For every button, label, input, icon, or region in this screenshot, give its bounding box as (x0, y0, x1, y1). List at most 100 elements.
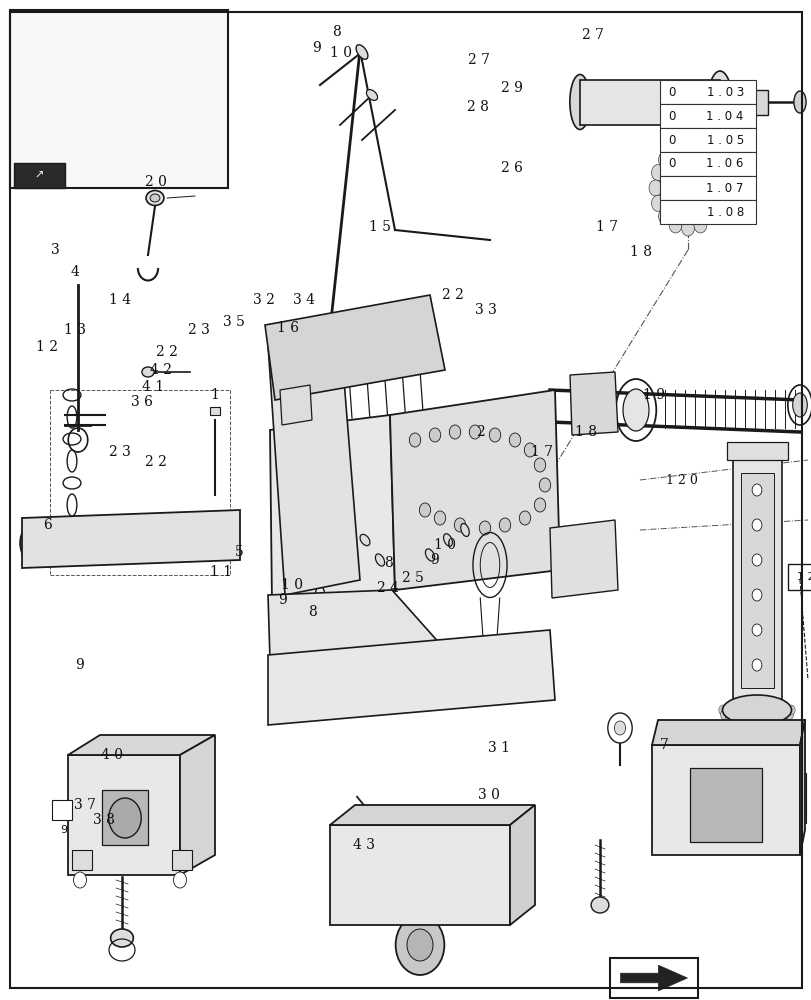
Circle shape (397, 675, 406, 685)
Polygon shape (329, 805, 534, 825)
Ellipse shape (722, 695, 791, 725)
Bar (609, 958, 697, 998)
Text: 5: 5 (235, 545, 243, 559)
Circle shape (370, 675, 378, 685)
Text: 6: 6 (43, 518, 51, 532)
Text: 0: 0 (667, 86, 675, 99)
Polygon shape (689, 768, 761, 842)
Text: 2 0: 2 0 (145, 175, 166, 189)
Polygon shape (280, 385, 311, 425)
Text: 3 0: 3 0 (478, 788, 499, 802)
Circle shape (693, 143, 706, 159)
Circle shape (285, 675, 294, 685)
Circle shape (669, 166, 705, 210)
Bar (659, 104, 755, 128)
Text: 1 9: 1 9 (642, 388, 664, 402)
Circle shape (20, 521, 56, 565)
Circle shape (534, 498, 545, 512)
Polygon shape (68, 735, 215, 755)
Circle shape (724, 714, 732, 724)
Text: 8: 8 (308, 605, 316, 619)
Circle shape (704, 152, 717, 168)
Ellipse shape (590, 897, 608, 913)
Circle shape (658, 152, 671, 168)
Circle shape (406, 929, 432, 961)
Circle shape (751, 659, 761, 671)
Circle shape (489, 428, 500, 442)
Circle shape (478, 521, 490, 535)
Text: 1 0: 1 0 (433, 538, 456, 552)
Circle shape (650, 195, 663, 211)
Circle shape (341, 675, 350, 685)
Circle shape (680, 140, 693, 156)
Text: 2 3: 2 3 (188, 323, 209, 337)
Polygon shape (35, 140, 215, 170)
Text: 2 5: 2 5 (401, 571, 423, 585)
Text: 0: 0 (667, 157, 675, 170)
Text: 1 8: 1 8 (629, 245, 652, 259)
Circle shape (539, 478, 550, 492)
Circle shape (109, 798, 141, 838)
Circle shape (300, 491, 339, 539)
Bar (52, 800, 72, 820)
Circle shape (74, 872, 87, 888)
Circle shape (607, 713, 632, 743)
Bar (740, 473, 773, 688)
Text: 1 0: 1 0 (329, 46, 352, 60)
Text: 7: 7 (659, 738, 667, 752)
Circle shape (405, 857, 434, 893)
Polygon shape (268, 590, 449, 660)
Circle shape (751, 519, 761, 531)
Polygon shape (719, 90, 767, 115)
Circle shape (718, 705, 726, 715)
Circle shape (658, 208, 671, 224)
Text: 9: 9 (430, 553, 438, 567)
Text: 3 5: 3 5 (223, 315, 244, 329)
Polygon shape (389, 390, 560, 590)
Bar (288, 391, 301, 399)
Polygon shape (549, 520, 617, 598)
Bar (726, 442, 787, 460)
Polygon shape (651, 720, 804, 745)
Ellipse shape (359, 534, 370, 546)
Text: 1 6: 1 6 (277, 321, 299, 335)
Polygon shape (329, 825, 509, 925)
Circle shape (648, 180, 661, 196)
Text: 2 7: 2 7 (467, 53, 490, 67)
Circle shape (453, 675, 461, 685)
Text: 1 . 0 6: 1 . 0 6 (706, 157, 743, 170)
Bar (787, 564, 811, 590)
Bar (659, 80, 755, 104)
Ellipse shape (415, 839, 423, 851)
Text: 2 4: 2 4 (376, 581, 399, 595)
Circle shape (30, 533, 46, 553)
Polygon shape (68, 755, 180, 875)
Ellipse shape (110, 929, 133, 947)
Text: 2 2: 2 2 (442, 288, 463, 302)
Circle shape (741, 719, 749, 729)
Ellipse shape (792, 393, 806, 417)
Text: 3: 3 (51, 243, 59, 257)
Text: 1 7: 1 7 (595, 220, 618, 234)
Circle shape (448, 425, 460, 439)
Bar (172, 850, 192, 870)
Bar (659, 176, 755, 200)
Circle shape (509, 675, 517, 685)
Bar (732, 460, 781, 700)
Circle shape (732, 717, 740, 727)
Circle shape (784, 710, 792, 720)
Ellipse shape (569, 75, 590, 129)
Ellipse shape (334, 560, 345, 570)
Bar (14, 163, 65, 188)
Text: 3 2: 3 2 (253, 293, 274, 307)
Text: 1 2: 1 2 (36, 340, 58, 354)
Circle shape (561, 533, 602, 583)
Ellipse shape (390, 834, 399, 846)
Ellipse shape (356, 45, 367, 59)
Text: 1: 1 (211, 388, 219, 402)
Text: 9: 9 (60, 825, 67, 835)
Text: 9: 9 (278, 593, 286, 607)
Polygon shape (268, 330, 359, 595)
Ellipse shape (375, 819, 384, 831)
Circle shape (786, 705, 794, 715)
